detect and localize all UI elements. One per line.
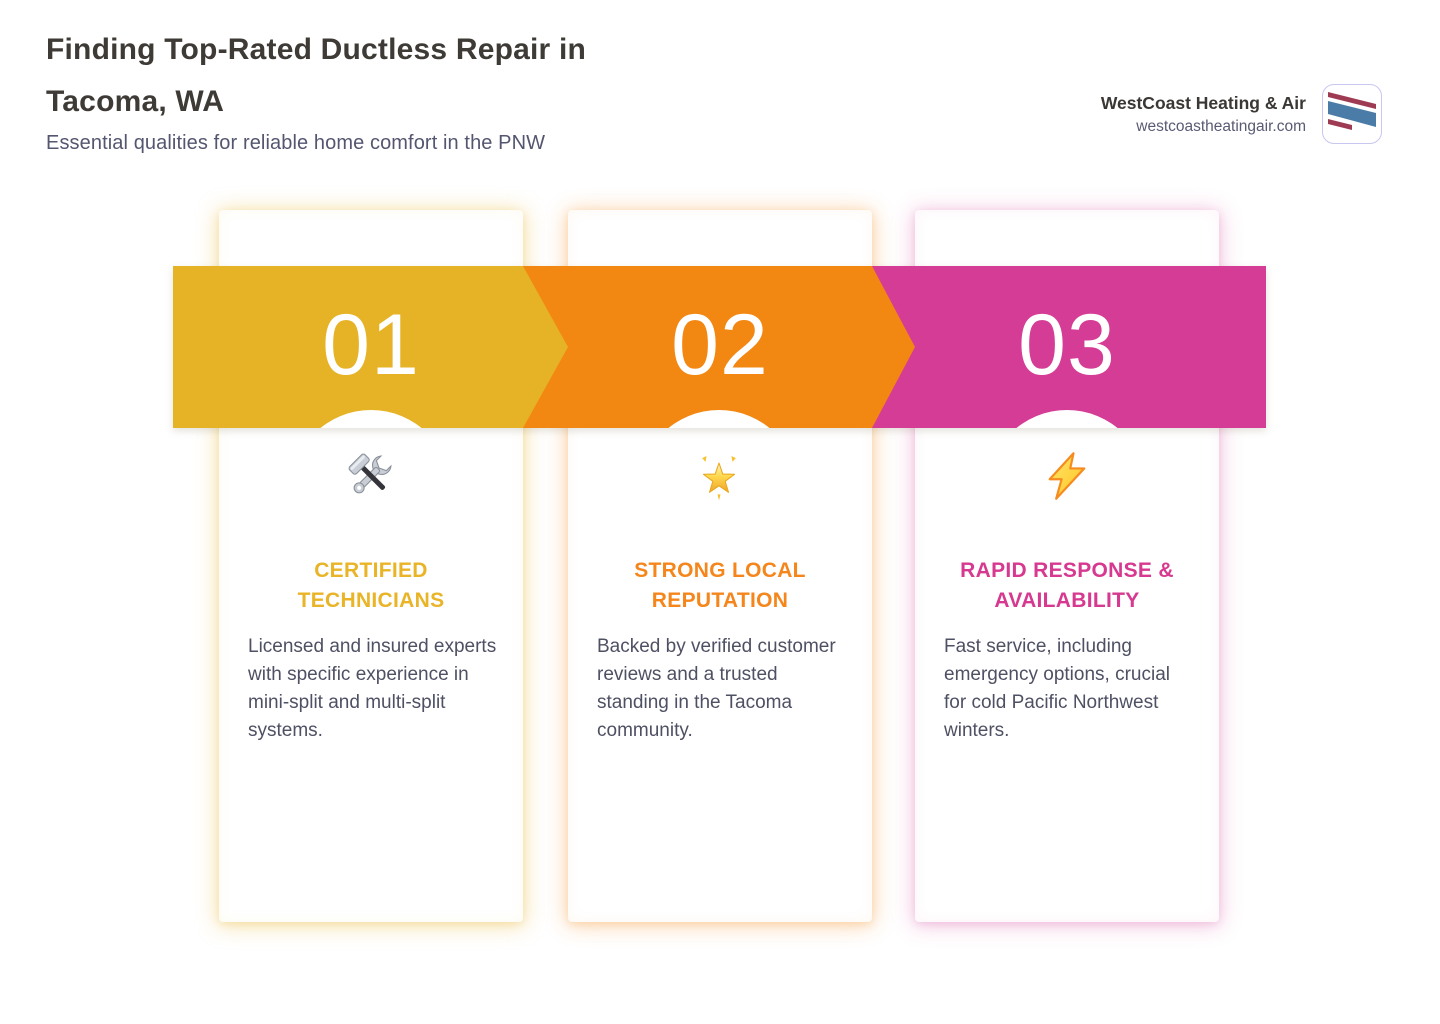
page-subtitle: Essential qualities for reliable home co… [46, 132, 546, 154]
icon-notch-circle [320, 410, 422, 428]
step-number-3: 03 [1018, 296, 1116, 393]
step-number-2: 02 [671, 296, 769, 393]
brand-block: WestCoast Heating & Air westcoastheating… [1101, 84, 1382, 144]
hammer-and-wrench-icon [345, 450, 397, 502]
brand-logo [1322, 84, 1382, 144]
high-voltage-icon [1041, 450, 1093, 502]
step-title: CERTIFIED TECHNICIANS [297, 559, 445, 612]
brand-website: westcoastheatingair.com [1136, 118, 1306, 135]
icon-notch-circle [1016, 410, 1118, 428]
step-description: Licensed and insured experts with specif… [248, 636, 497, 741]
step-description: Fast service, including emergency option… [944, 636, 1170, 741]
band-segment-orange [523, 266, 915, 428]
step-number-1: 01 [322, 296, 420, 393]
page-title: Finding Top-Rated Ductless Repair in Tac… [46, 33, 587, 118]
step-title: RAPID RESPONSE & AVAILABILITY [960, 559, 1174, 612]
brand-name: WestCoast Heating & Air [1100, 93, 1306, 113]
brand-text: WestCoast Heating & Air westcoastheating… [1101, 90, 1306, 138]
step-description: Backed by verified customer reviews and … [597, 636, 836, 741]
icon-notch-circle [668, 410, 770, 428]
band-segment-pink [872, 266, 1266, 428]
glowing-star-icon [693, 450, 745, 502]
step-ribbon-band [173, 266, 1266, 428]
band-segment-yellow [173, 266, 568, 428]
step-title: STRONG LOCAL REPUTATION [634, 559, 806, 612]
diagonal-stripes-flag-icon [1328, 92, 1376, 130]
